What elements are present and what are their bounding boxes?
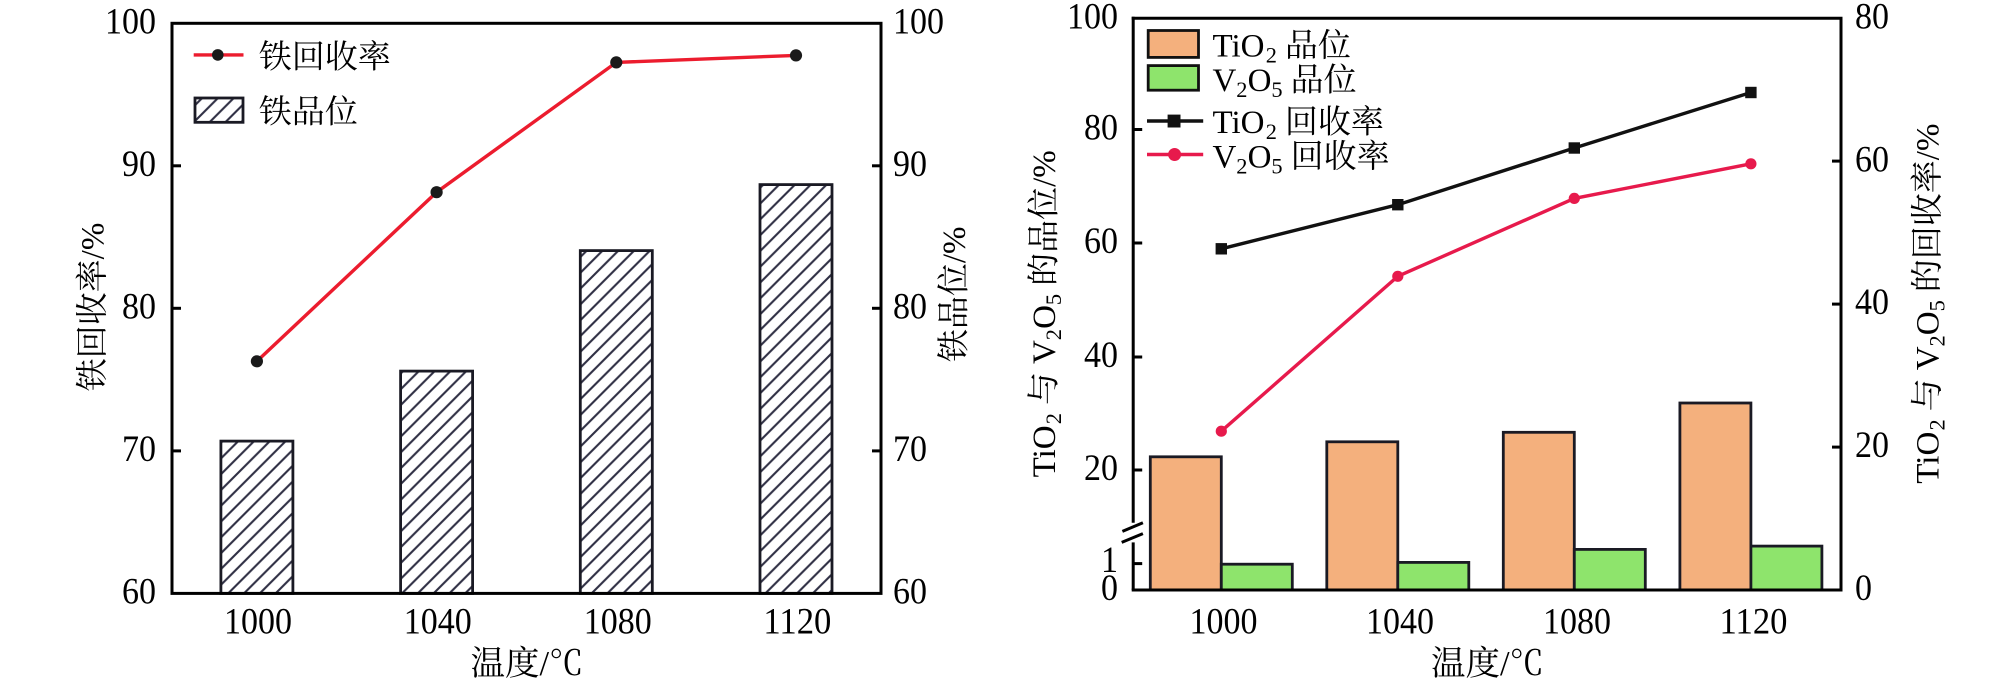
svg-text:40: 40	[1084, 335, 1118, 376]
svg-text:90: 90	[893, 144, 927, 185]
svg-text:2: 2	[1041, 413, 1066, 424]
svg-text:0: 0	[1855, 568, 1872, 609]
svg-text:5: 5	[1271, 77, 1282, 102]
svg-text:0: 0	[1101, 568, 1118, 609]
svg-text:2: 2	[1924, 335, 1949, 346]
svg-text:O: O	[1248, 63, 1272, 99]
svg-text:100: 100	[1067, 0, 1118, 37]
svg-text:80: 80	[893, 287, 927, 328]
svg-text:TiO: TiO	[1910, 432, 1946, 484]
svg-text:O: O	[1027, 305, 1063, 329]
svg-text:/%: /%	[937, 226, 973, 263]
svg-text:TiO: TiO	[1027, 425, 1063, 477]
svg-text:60: 60	[122, 572, 156, 613]
svg-text:/: /	[1500, 645, 1510, 683]
svg-text:2: 2	[1924, 419, 1949, 430]
svg-text:5: 5	[1924, 300, 1949, 311]
svg-text:1080: 1080	[584, 602, 652, 643]
svg-text:1080: 1080	[1543, 602, 1611, 643]
svg-text:TiO: TiO	[1213, 29, 1265, 65]
svg-text:/%: /%	[76, 223, 112, 260]
svg-text:/: /	[540, 645, 550, 683]
svg-text:1000: 1000	[224, 602, 292, 643]
svg-text:1120: 1120	[763, 602, 831, 643]
svg-text:2: 2	[1236, 77, 1247, 102]
svg-text:2: 2	[1041, 329, 1066, 340]
svg-text:80: 80	[122, 287, 156, 328]
svg-text:20: 20	[1855, 425, 1889, 466]
svg-text:80: 80	[1855, 0, 1889, 37]
svg-text:20: 20	[1084, 448, 1118, 489]
svg-text:80: 80	[1084, 108, 1118, 149]
svg-text:60: 60	[1855, 139, 1889, 180]
svg-text:V: V	[1027, 340, 1063, 364]
svg-text:V: V	[1910, 346, 1946, 370]
svg-text:100: 100	[105, 1, 156, 42]
svg-text:1: 1	[1101, 540, 1118, 581]
svg-text:60: 60	[1084, 221, 1118, 262]
svg-text:V: V	[1213, 63, 1237, 99]
svg-text:1000: 1000	[1190, 602, 1258, 643]
svg-text:70: 70	[122, 429, 156, 470]
svg-text:90: 90	[122, 144, 156, 185]
svg-text:/%: /%	[1910, 124, 1946, 161]
svg-text:O: O	[1910, 311, 1946, 335]
svg-text:5: 5	[1271, 153, 1282, 178]
svg-text:V: V	[1213, 140, 1237, 176]
svg-text:1040: 1040	[404, 602, 472, 643]
svg-text:70: 70	[893, 429, 927, 470]
svg-text:40: 40	[1855, 282, 1889, 323]
svg-text:1120: 1120	[1720, 602, 1788, 643]
svg-text:2: 2	[1266, 119, 1277, 144]
svg-text:2: 2	[1266, 42, 1277, 67]
svg-text:/%: /%	[1027, 150, 1063, 187]
svg-text:5: 5	[1041, 294, 1066, 305]
svg-text:O: O	[1248, 140, 1272, 176]
svg-text:2: 2	[1236, 153, 1247, 178]
svg-text:100: 100	[893, 1, 944, 42]
svg-text:60: 60	[893, 572, 927, 613]
svg-text:TiO: TiO	[1213, 105, 1265, 141]
svg-text:1040: 1040	[1366, 602, 1434, 643]
